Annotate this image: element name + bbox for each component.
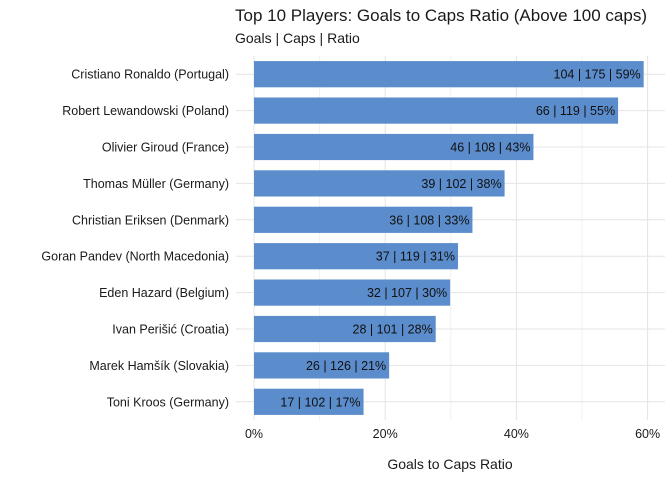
y-tick-label: Ivan Perišić (Croatia) xyxy=(112,323,229,337)
x-tick-label: 0% xyxy=(245,427,263,441)
x-tick-labels: 0% 20% 40% 60% xyxy=(245,427,660,441)
data-labels: 104 | 175 | 59% 66 | 119 | 55% 46 | 108 | … xyxy=(280,68,640,410)
chart-subtitle: Goals | Caps | Ratio xyxy=(235,30,360,46)
x-tick-label: 40% xyxy=(504,427,529,441)
data-label: 37 | 119 | 31% xyxy=(376,250,455,264)
bar xyxy=(254,243,459,270)
y-tick-label: Christian Eriksen (Denmark) xyxy=(72,213,229,227)
chart-title: Top 10 Players: Goals to Caps Ratio (Abo… xyxy=(235,6,647,25)
bar xyxy=(254,352,390,379)
bar xyxy=(254,133,534,161)
y-tick-label: Robert Lewandowski (Poland) xyxy=(62,104,229,118)
data-label: 28 | 101 | 28% xyxy=(353,323,433,337)
bar xyxy=(254,206,473,233)
bar xyxy=(254,61,644,88)
y-tick-label: Goran Pandev (North Macedonia) xyxy=(41,250,229,264)
data-label: 32 | 107 | 30% xyxy=(367,286,447,300)
data-label: 66 | 119 | 55% xyxy=(536,104,615,118)
bars xyxy=(254,61,644,415)
data-label: 39 | 102 | 38% xyxy=(421,177,501,191)
bar xyxy=(254,315,436,343)
y-tick-labels: Cristiano Ronaldo (Portugal) Robert Lewan… xyxy=(41,68,229,410)
y-tick-label: Olivier Giroud (France) xyxy=(102,141,229,155)
data-label: 46 | 108 | 43% xyxy=(450,141,530,155)
bar xyxy=(254,170,505,197)
data-label: 26 | 126 | 21% xyxy=(306,359,386,373)
data-label: 36 | 108 | 33% xyxy=(389,213,469,227)
y-tick-label: Toni Kroos (Germany) xyxy=(107,395,229,409)
x-tick-label: 20% xyxy=(373,427,398,441)
bar xyxy=(254,97,619,124)
data-label: 104 | 175 | 59% xyxy=(554,68,641,82)
y-tick-label: Eden Hazard (Belgium) xyxy=(99,286,229,300)
x-tick-label: 60% xyxy=(635,427,660,441)
y-tick-label: Thomas Müller (Germany) xyxy=(83,177,229,191)
x-axis-title: Goals to Caps Ratio xyxy=(387,456,512,472)
data-label: 17 | 102 | 17% xyxy=(280,395,360,409)
bar xyxy=(254,279,451,306)
y-tick-label: Marek Hamšík (Slovakia) xyxy=(89,359,229,373)
bar xyxy=(254,388,364,415)
y-tick-label: Cristiano Ronaldo (Portugal) xyxy=(71,68,229,82)
